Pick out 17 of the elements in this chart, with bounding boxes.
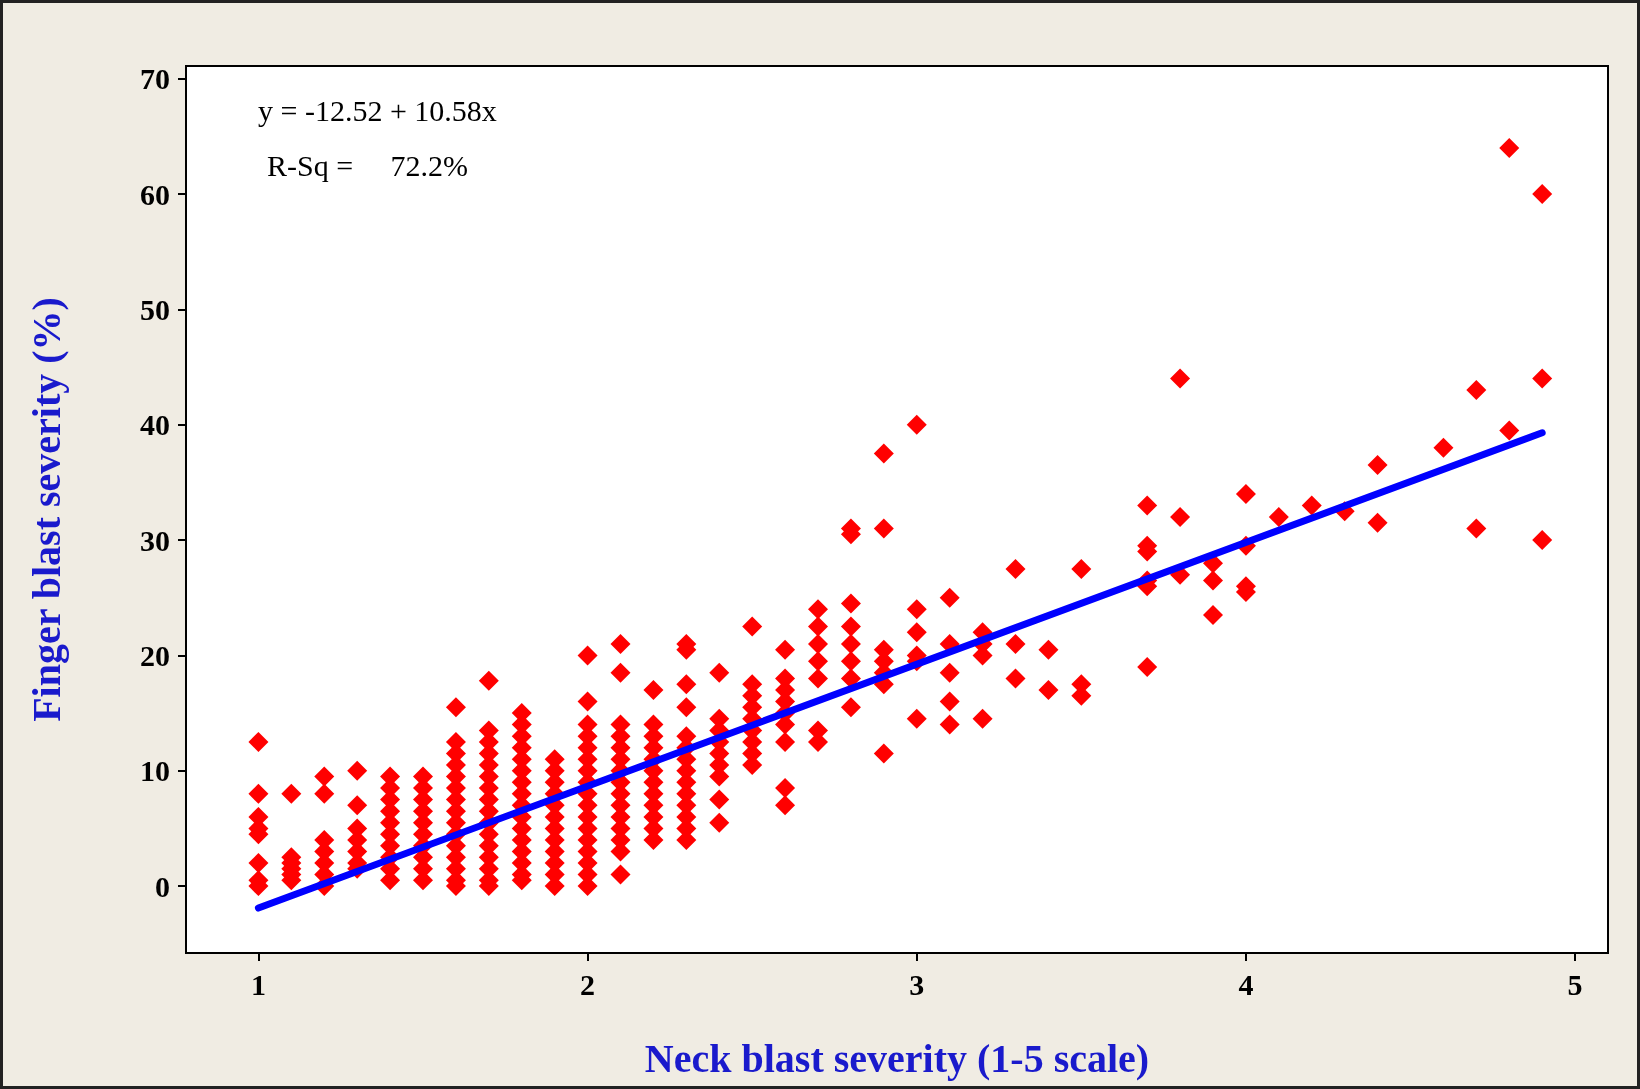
x-axis-title: Neck blast severity (1-5 scale) [644, 1035, 1150, 1081]
y-tick-label: 20 [140, 638, 170, 672]
y-tick-label: 50 [140, 292, 170, 326]
x-tick-label: 2 [580, 967, 596, 1001]
y-tick-label: 70 [140, 62, 170, 96]
x-tick-label: 4 [1238, 967, 1254, 1001]
x-tick-label: 1 [250, 967, 266, 1001]
y-tick-label: 60 [140, 177, 170, 211]
x-tick-label: 5 [1567, 967, 1583, 1001]
y-tick-label: 0 [155, 869, 170, 903]
annotation: R-Sq = 72.2% [267, 148, 469, 182]
annotation: y = -12.52 + 10.58x [258, 93, 497, 127]
y-tick-label: 30 [140, 523, 170, 557]
y-axis-title: Finger blast severity (%) [23, 297, 69, 722]
y-tick-label: 40 [140, 408, 170, 442]
x-tick-label: 3 [909, 967, 925, 1001]
y-tick-label: 10 [140, 754, 170, 788]
